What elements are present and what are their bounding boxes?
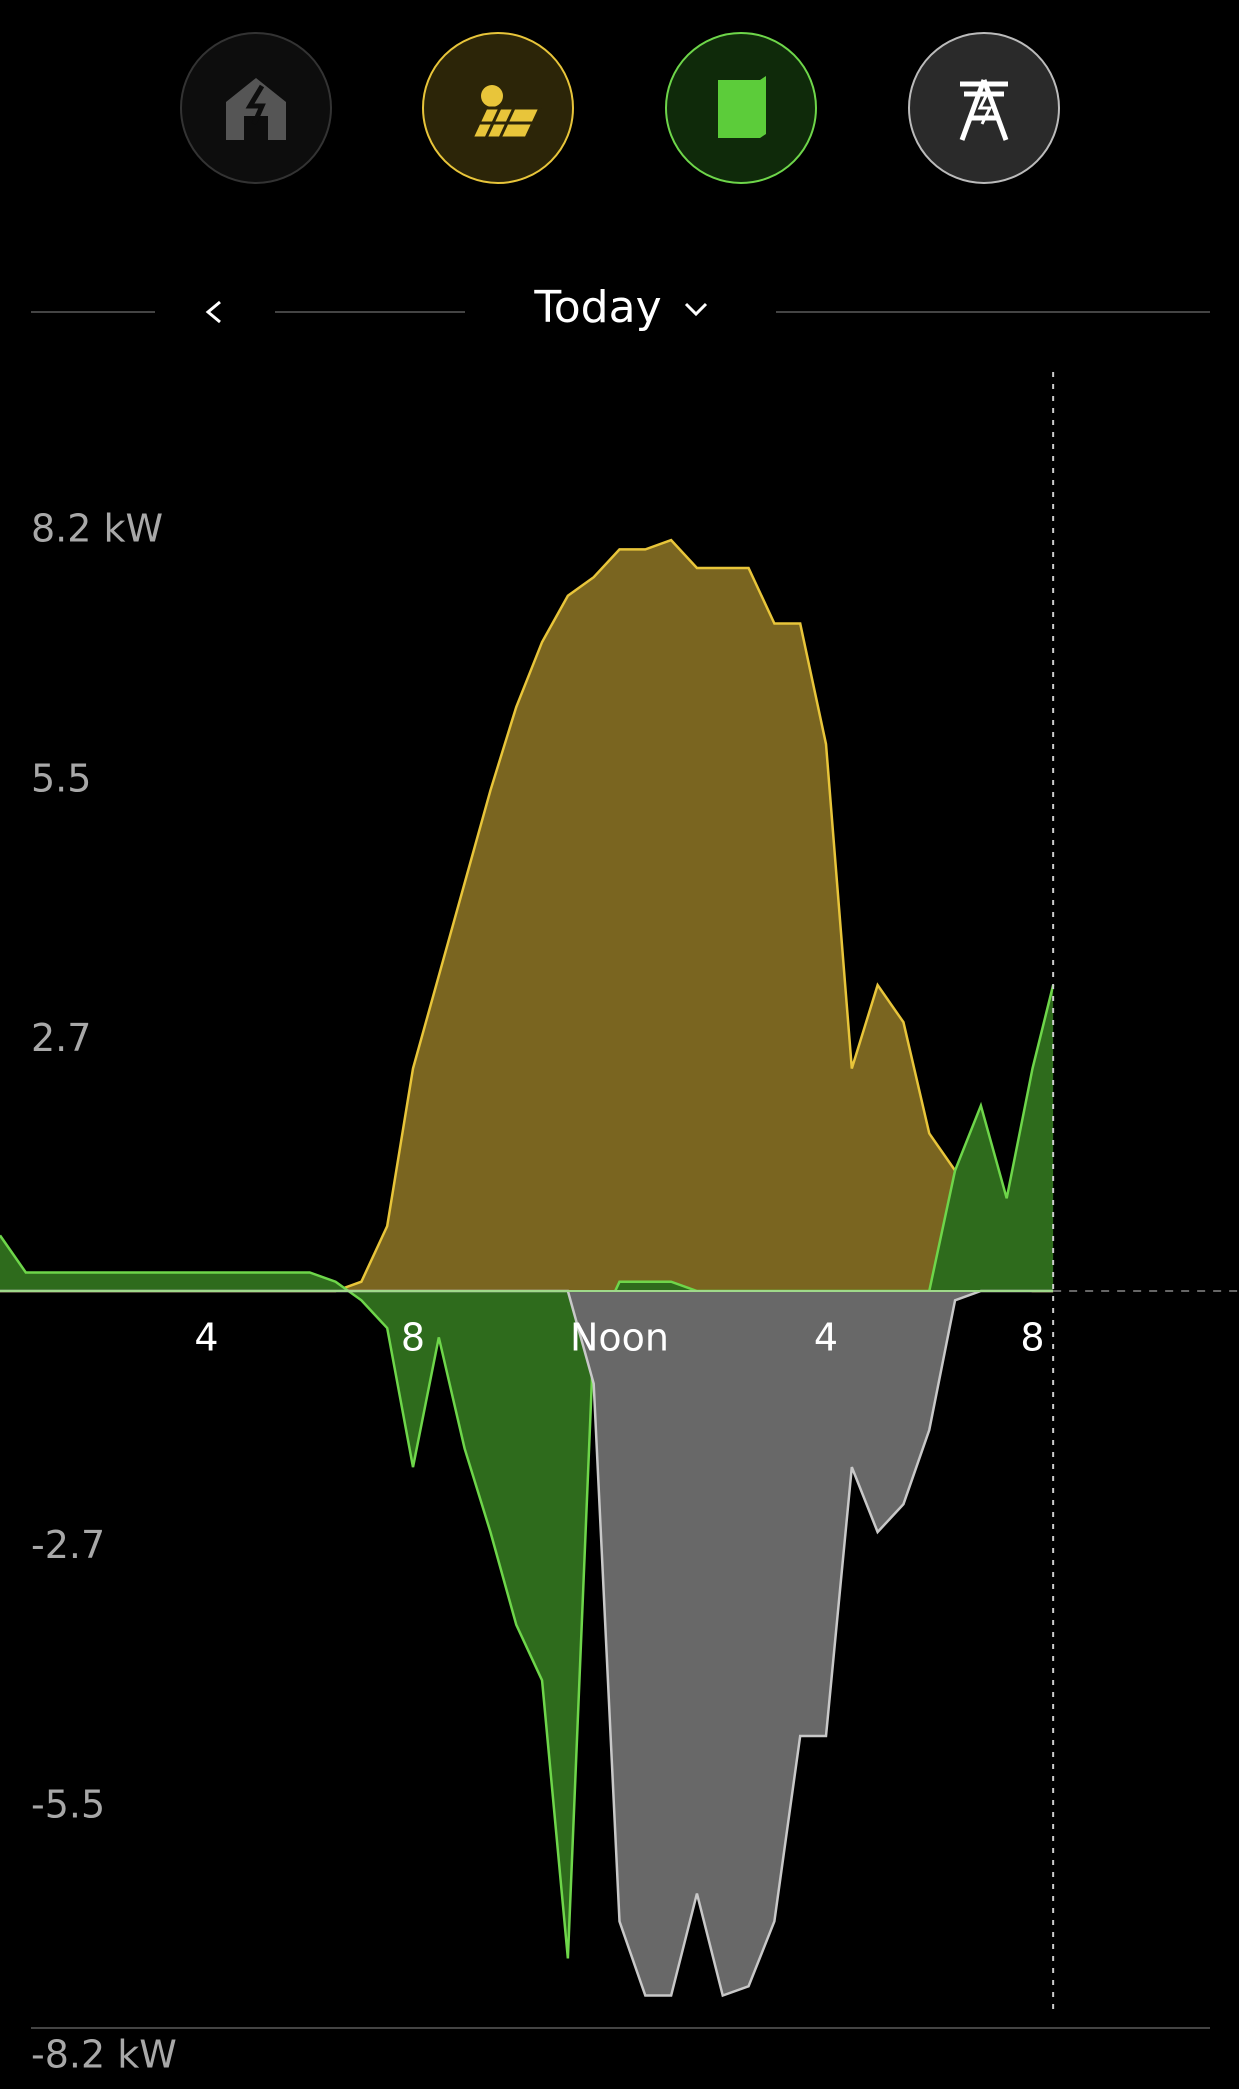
- x-tick-label: 8: [401, 1316, 425, 1360]
- y-tick-label: 2.7: [31, 1016, 91, 1060]
- sun-icon: [481, 85, 503, 107]
- y-tick-label: 5.5: [31, 757, 91, 801]
- panel-grid: [479, 107, 533, 139]
- area-fill: [0, 985, 1054, 1959]
- previous-button[interactable]: [205, 300, 221, 324]
- tower-bolt: [977, 91, 993, 125]
- powerwall-button[interactable]: [665, 32, 817, 184]
- grid-button[interactable]: [908, 32, 1060, 184]
- y-tick-label: 8.2 kW: [31, 506, 163, 550]
- tower-icon: [959, 79, 1009, 141]
- area-fill: [0, 1291, 1054, 1996]
- y-tick-label: -2.7: [31, 1523, 105, 1567]
- home-button[interactable]: [180, 32, 332, 184]
- home-bolt: [245, 84, 266, 126]
- x-tick-label: 4: [814, 1316, 838, 1360]
- x-tick-label: 4: [194, 1316, 218, 1360]
- period-label[interactable]: Today: [533, 282, 661, 333]
- chart: 8.2 kW 5.5 2.7 -2.7 -5.5 -8.2 kW 4 8 Noon 4 8: [0, 372, 1239, 2077]
- period-dropdown[interactable]: [684, 302, 708, 317]
- powerwall-icon: [718, 76, 766, 138]
- x-tick-label: 8: [1020, 1316, 1044, 1360]
- period-bar: Today: [31, 282, 1210, 333]
- area-fill: [0, 540, 1054, 1291]
- x-tick-label: Noon: [570, 1316, 669, 1360]
- y-tick-label: -8.2 kW: [31, 2033, 177, 2077]
- solar-button[interactable]: [422, 32, 574, 184]
- home-icon: [226, 78, 286, 140]
- y-tick-label: -5.5: [31, 1782, 105, 1826]
